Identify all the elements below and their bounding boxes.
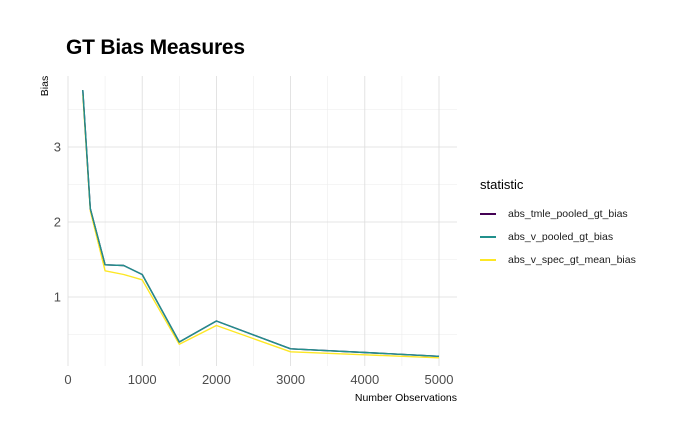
x-tick-label: 3000 [276, 372, 305, 387]
y-tick-label: 3 [54, 140, 61, 155]
x-tick-label: 1000 [128, 372, 157, 387]
series-line-abs_tmle_pooled_gt_bias [82, 89, 440, 357]
x-tick-label: 4000 [350, 372, 379, 387]
legend-label: abs_v_spec_gt_mean_bias [508, 253, 636, 266]
legend-items: abs_tmle_pooled_gt_bias abs_v_pooled_gt_b… [480, 202, 636, 271]
x-tick-label: 5000 [425, 372, 454, 387]
y-tick-labels: 1 2 3 [54, 140, 61, 305]
grid-major [67, 76, 457, 366]
y-axis-title: Bias [39, 76, 51, 96]
legend-key-swatch [480, 258, 496, 261]
series-line-abs_v_pooled_gt_bias [82, 89, 440, 357]
legend-label: abs_v_pooled_gt_bias [508, 230, 614, 243]
x-axis-title: Number Observations [355, 392, 457, 404]
legend-key-swatch [480, 235, 496, 238]
x-tick-label: 2000 [202, 372, 231, 387]
series-line-abs_v_spec_gt_mean_bias [82, 94, 440, 359]
legend-item: abs_v_pooled_gt_bias [480, 225, 636, 248]
legend: statistic abs_tmle_pooled_gt_bias abs_v_p… [480, 177, 636, 271]
legend-item: abs_tmle_pooled_gt_bias [480, 202, 636, 225]
series-lines [82, 89, 440, 359]
y-tick-label: 1 [54, 290, 61, 305]
chart-title: GT Bias Measures [66, 36, 245, 59]
x-tick-labels: 0 1000 2000 3000 4000 5000 [64, 372, 453, 387]
legend-item: abs_v_spec_gt_mean_bias [480, 248, 636, 271]
legend-label: abs_tmle_pooled_gt_bias [508, 207, 628, 220]
x-tick-label: 0 [64, 372, 71, 387]
y-tick-label: 2 [54, 215, 61, 230]
legend-title: statistic [480, 177, 524, 192]
grid-minor [68, 76, 457, 366]
legend-key-swatch [480, 212, 496, 215]
